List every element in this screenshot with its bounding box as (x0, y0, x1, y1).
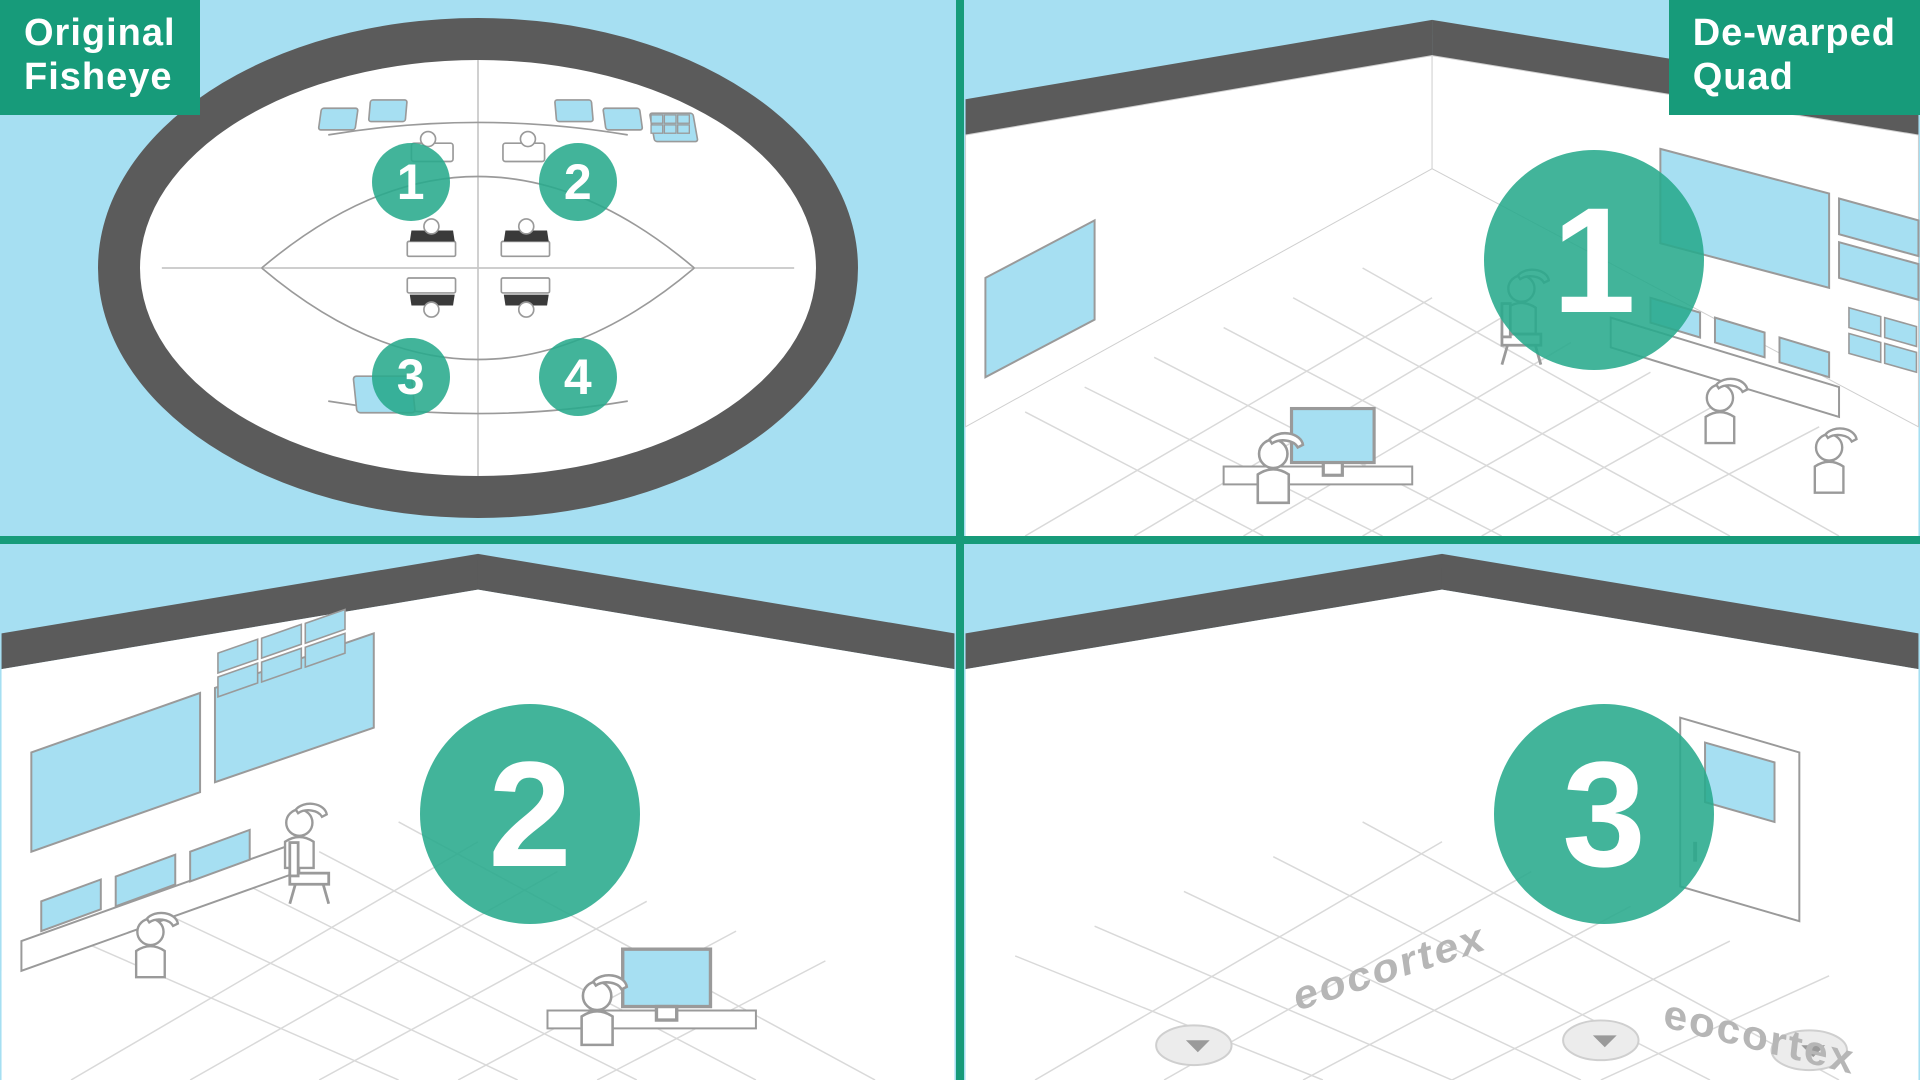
tag-dewarped-quad: De-warped Quad (1669, 0, 1920, 115)
fisheye-badge-3: 3 (372, 338, 450, 416)
fisheye-view: 1 2 3 4 (98, 18, 858, 518)
dewarped-badge-1: 1 (1484, 150, 1704, 370)
cell-dewarped-3: eocortex eocortex 3 (964, 544, 1920, 1080)
fisheye-interior-illustration (140, 60, 816, 476)
fisheye-badge-4: 4 (539, 338, 617, 416)
cell-dewarped-2: 2 (0, 544, 956, 1080)
fisheye-ring (98, 18, 858, 518)
quad-grid: Original Fisheye (0, 0, 1920, 1080)
dewarped-badge-2: 2 (420, 704, 640, 924)
tag-original-fisheye: Original Fisheye (0, 0, 200, 115)
dewarped-badge-3: 3 (1494, 704, 1714, 924)
room-illustration-3 (964, 544, 1920, 1080)
fisheye-badge-2: 2 (539, 143, 617, 221)
cell-fisheye: Original Fisheye (0, 0, 956, 536)
fisheye-badge-1: 1 (372, 143, 450, 221)
cell-dewarped-1: De-warped Quad (964, 0, 1920, 536)
